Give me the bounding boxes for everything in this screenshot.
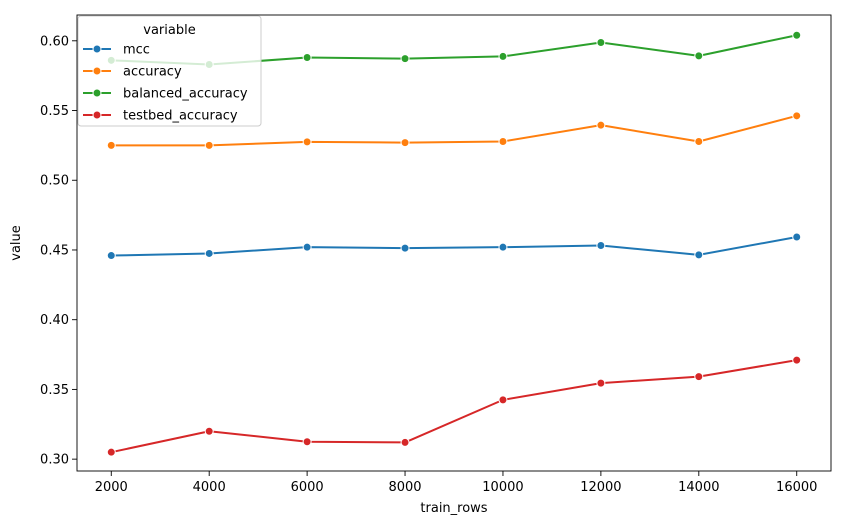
data-point-balanced_accuracy	[792, 30, 802, 40]
y-tick-label: 0.30	[40, 453, 69, 468]
plot-frame	[76, 14, 832, 472]
data-point-balanced_accuracy	[400, 54, 410, 64]
x-axis-label: train_rows	[420, 501, 487, 516]
data-point-accuracy	[400, 138, 410, 148]
legend-box	[77, 15, 262, 127]
data-point-testbed_accuracy	[498, 395, 508, 405]
data-point-testbed_accuracy	[694, 372, 704, 382]
x-tick-label: 8000	[388, 480, 421, 495]
data-point-balanced_accuracy	[498, 51, 508, 61]
series-points	[106, 30, 802, 457]
legend-swatch-marker	[92, 110, 102, 120]
data-point-mcc	[204, 248, 214, 258]
series-line-mcc	[111, 236, 797, 257]
legend-label-accuracy: accuracy	[123, 65, 182, 80]
legend-title: variable	[143, 23, 195, 38]
y-tick-label: 0.35	[40, 383, 69, 398]
legend: variable mcc accuracy balanced_accuracytes…	[77, 15, 262, 127]
data-point-accuracy	[302, 137, 312, 147]
data-point-mcc	[106, 251, 116, 261]
data-point-mcc	[302, 242, 312, 252]
y-tick-label: 0.55	[40, 104, 69, 119]
data-point-testbed_accuracy	[302, 437, 312, 447]
x-tick-label: 6000	[291, 480, 324, 495]
data-point-testbed_accuracy	[400, 437, 410, 447]
x-axis: 2000 4000 6000 8000 10000 12000 14000 16000	[95, 471, 817, 495]
data-point-mcc	[792, 232, 802, 242]
data-point-testbed_accuracy	[596, 378, 606, 388]
data-point-accuracy	[694, 136, 704, 146]
data-point-mcc	[694, 250, 704, 260]
legend-items: mcc accuracy balanced_accuracy testbed_accu…	[83, 43, 248, 124]
data-point-accuracy	[596, 120, 606, 130]
y-axis: 0.30 0.35 0.40 0.45 0.50 0.55 0.60	[40, 34, 77, 468]
legend-label-mcc: mcc	[123, 43, 150, 58]
data-point-mcc	[596, 241, 606, 251]
data-point-testbed_accuracy	[792, 355, 802, 365]
legend-swatch-marker	[92, 66, 102, 76]
x-tick-label: 14000	[678, 480, 719, 495]
data-point-accuracy	[498, 136, 508, 146]
x-tick-label: 16000	[776, 480, 817, 495]
series-line-testbed_accuracy	[111, 359, 797, 454]
data-point-mcc	[400, 243, 410, 253]
data-point-accuracy	[106, 140, 116, 150]
data-point-testbed_accuracy	[204, 426, 214, 436]
x-tick-label: 4000	[193, 480, 226, 495]
y-tick-label: 0.50	[40, 174, 69, 189]
y-tick-label: 0.40	[40, 313, 69, 328]
data-point-mcc	[498, 242, 508, 252]
x-tick-label: 12000	[580, 480, 621, 495]
data-point-balanced_accuracy	[302, 53, 312, 63]
data-point-balanced_accuracy	[596, 37, 606, 47]
data-point-accuracy	[792, 111, 802, 121]
y-axis-label: value	[9, 225, 24, 261]
y-tick-label: 0.60	[40, 34, 69, 49]
data-point-balanced_accuracy	[694, 51, 704, 61]
x-tick-label: 10000	[482, 480, 523, 495]
y-tick-label: 0.45	[40, 243, 69, 258]
legend-swatch-marker	[92, 88, 102, 98]
data-point-accuracy	[204, 140, 214, 150]
x-tick-label: 2000	[95, 480, 128, 495]
series-line-accuracy	[111, 114, 797, 147]
legend-swatch-marker	[92, 44, 102, 54]
legend-label-testbed_accuracy: testbed_accuracy	[123, 109, 238, 124]
data-point-testbed_accuracy	[106, 447, 116, 457]
legend-label-balanced_accuracy: balanced_accuracy	[123, 87, 248, 102]
